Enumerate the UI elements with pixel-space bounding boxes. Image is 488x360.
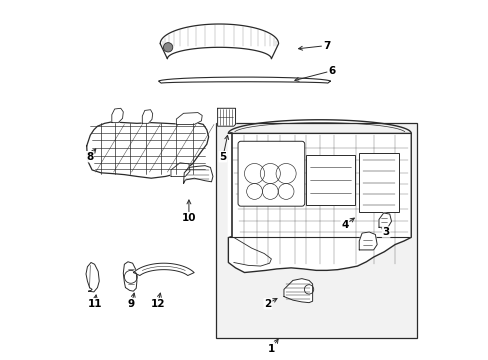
- Text: 9: 9: [128, 299, 135, 309]
- Polygon shape: [158, 77, 330, 83]
- FancyBboxPatch shape: [238, 141, 304, 206]
- Polygon shape: [176, 113, 202, 125]
- Bar: [215, 123, 416, 338]
- Polygon shape: [123, 262, 137, 291]
- Circle shape: [163, 42, 172, 52]
- Polygon shape: [112, 108, 123, 123]
- Polygon shape: [228, 134, 410, 273]
- Polygon shape: [359, 232, 376, 250]
- Polygon shape: [160, 24, 278, 59]
- Polygon shape: [133, 263, 194, 275]
- Text: 4: 4: [341, 220, 348, 230]
- Text: 7: 7: [323, 41, 330, 50]
- Text: 2: 2: [264, 299, 271, 309]
- Polygon shape: [284, 279, 312, 303]
- Text: 6: 6: [328, 66, 335, 76]
- Bar: [359, 153, 398, 212]
- Text: 12: 12: [150, 299, 164, 309]
- Text: 8: 8: [86, 152, 93, 162]
- Polygon shape: [142, 110, 152, 123]
- Polygon shape: [86, 262, 99, 292]
- Polygon shape: [183, 166, 212, 184]
- Polygon shape: [217, 108, 235, 126]
- Text: 5: 5: [219, 152, 226, 162]
- Text: 3: 3: [382, 227, 389, 237]
- Text: 11: 11: [87, 299, 102, 309]
- Polygon shape: [171, 163, 190, 176]
- Bar: [305, 155, 354, 205]
- Polygon shape: [86, 122, 208, 178]
- Text: 1: 1: [267, 343, 274, 354]
- Text: 10: 10: [182, 213, 196, 222]
- Polygon shape: [378, 213, 391, 227]
